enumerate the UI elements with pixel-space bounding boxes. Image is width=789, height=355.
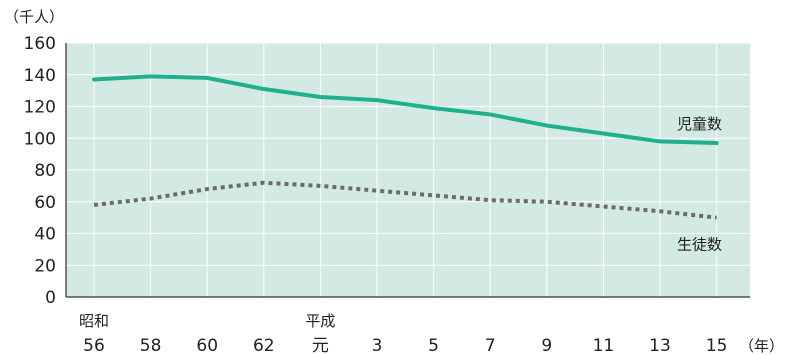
series-line-0 xyxy=(92,74,719,146)
series-lines xyxy=(92,74,719,220)
axes xyxy=(65,43,750,298)
grid-lines xyxy=(66,42,750,297)
y-tick-label: 0 xyxy=(45,288,56,308)
x-tick-label: 58 xyxy=(140,336,162,355)
x-tick-label: 9 xyxy=(541,336,552,355)
x-axis-unit-label: （年） xyxy=(739,337,784,355)
x-tick-label: 3 xyxy=(372,336,383,355)
series-line-1 xyxy=(93,180,717,220)
x-tick-label: 60 xyxy=(196,336,218,355)
x-tick-label: 15 xyxy=(706,336,728,355)
y-tick-label: 20 xyxy=(34,256,56,276)
y-tick-label: 40 xyxy=(34,225,56,245)
x-tick-label: 11 xyxy=(593,336,615,355)
series-label: 児童数 xyxy=(677,115,722,133)
y-tick-label: 120 xyxy=(24,98,56,118)
y-tick-label: 160 xyxy=(24,34,56,54)
y-tick-label: 140 xyxy=(24,66,56,86)
y-tick-label: 60 xyxy=(34,193,56,213)
x-tick-label: 元 xyxy=(312,336,329,355)
x-tick-label: 5 xyxy=(428,336,439,355)
y-tick-label: 100 xyxy=(24,129,56,149)
x-tick-label: 62 xyxy=(253,336,275,355)
series-label: 生徒数 xyxy=(677,236,722,254)
era-label: 昭和 xyxy=(79,312,109,330)
y-tick-label: 80 xyxy=(34,161,56,181)
x-tick-label: 13 xyxy=(649,336,671,355)
era-label: 平成 xyxy=(305,312,335,330)
x-tick-label: 56 xyxy=(83,336,105,355)
x-tick-label: 7 xyxy=(485,336,496,355)
labels: 0 20 40 60 80 100 120 140 160 56 58 60 62 元 3 5 7 9 11 13 15… xyxy=(24,34,728,355)
y-axis-unit-label: （千人） xyxy=(4,8,64,26)
